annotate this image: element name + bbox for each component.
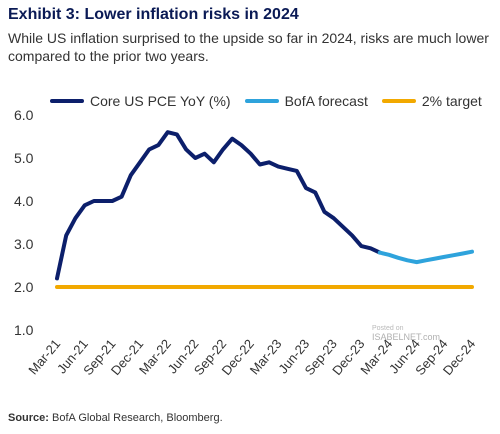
legend-item-bofa-forecast: BofA forecast xyxy=(244,93,368,109)
y-tick-label: 4.0 xyxy=(14,193,34,209)
source-text: BofA Global Research, Bloomberg. xyxy=(52,412,223,424)
y-tick-label: 6.0 xyxy=(14,107,34,123)
legend-label-target: 2% target xyxy=(421,93,482,109)
watermark-line1: Posted on xyxy=(372,325,404,332)
y-tick-label: 1.0 xyxy=(14,322,34,338)
legend-swatch-core-pce xyxy=(50,99,84,103)
y-tick-label: 2.0 xyxy=(14,279,34,295)
y-tick-label: 3.0 xyxy=(14,236,34,252)
x-tick-label: Mar-21 xyxy=(25,336,63,377)
source-label: Source: xyxy=(8,412,49,424)
legend-item-target: 2% target xyxy=(381,93,482,109)
chart-subtitle: While US inflation surprised to the upsi… xyxy=(8,30,489,64)
y-tick-label: 5.0 xyxy=(14,150,34,166)
watermark-line2: ISABELNET.com xyxy=(372,332,441,342)
legend-item-core-pce: Core US PCE YoY (%) xyxy=(50,93,231,109)
series-line-core-pce xyxy=(55,130,382,281)
chart-title: Exhibit 3: Lower inflation risks in 2024 xyxy=(8,6,299,23)
legend-label-bofa-forecast: BofA forecast xyxy=(284,93,368,109)
chart-legend: Core US PCE YoY (%) BofA forecast 2% tar… xyxy=(50,93,496,109)
series-line-bofa-forecast xyxy=(377,249,474,265)
legend-swatch-target xyxy=(381,99,416,103)
legend-label-core-pce: Core US PCE YoY (%) xyxy=(90,93,231,109)
watermark: Posted on ISABELNET.com xyxy=(372,325,441,342)
legend-swatch-bofa-forecast xyxy=(244,99,279,103)
source-note: Source: BofA Global Research, Bloomberg. xyxy=(8,412,223,424)
